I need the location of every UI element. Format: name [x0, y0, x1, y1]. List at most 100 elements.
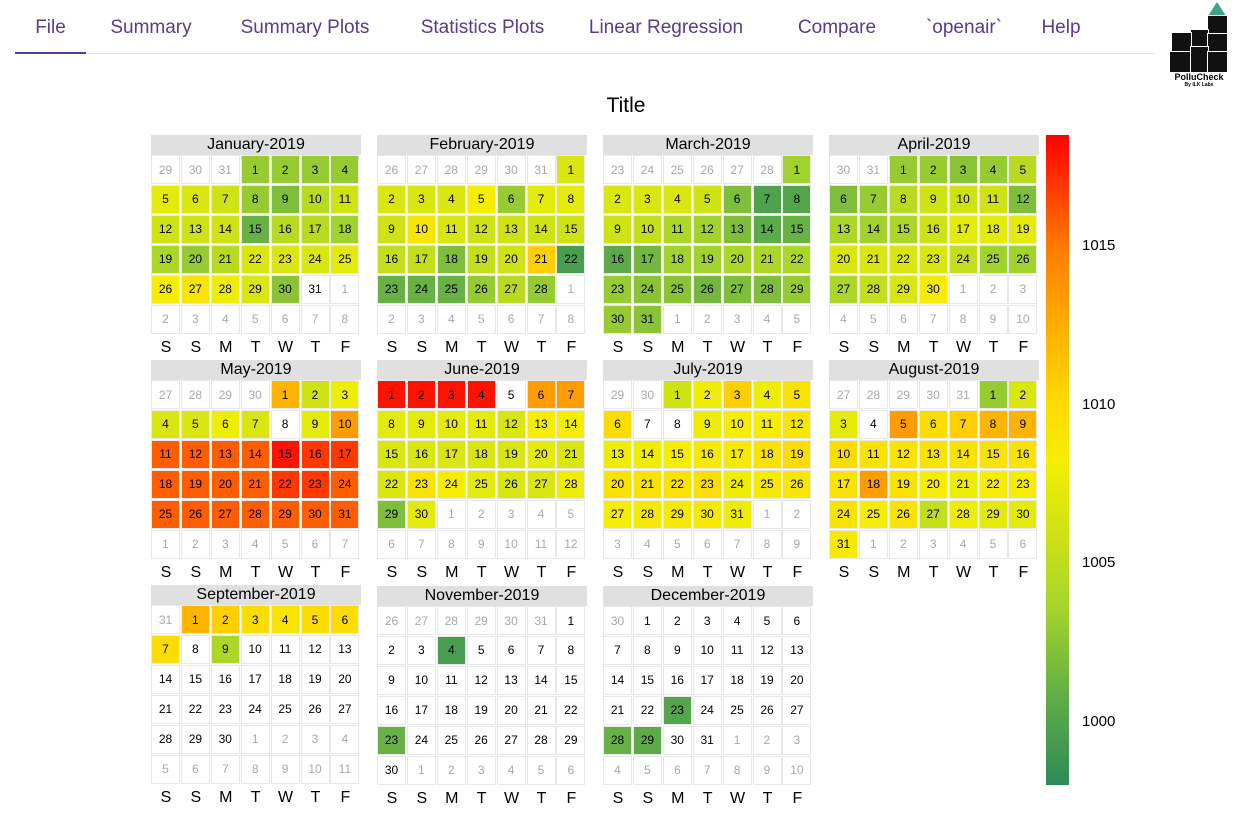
calendar-day-cell: 17	[722, 439, 752, 469]
tab-summary-plots[interactable]: Summary Plots	[240, 17, 370, 38]
calendar-day-cell: 29	[978, 499, 1008, 529]
calendar-day-cell: 14	[210, 214, 240, 244]
calendar-day-cell: 28	[151, 724, 180, 754]
calendar-day-cell: 24	[632, 274, 662, 304]
calendar-day-cell: 12	[496, 409, 526, 439]
calendar-day-cell: 17	[692, 665, 722, 695]
tab-help[interactable]: Help	[1041, 17, 1081, 38]
calendar-outside-day: 26	[377, 155, 406, 184]
calendar-day-cell: 11	[662, 214, 692, 244]
weekday-label: M	[671, 790, 685, 807]
calendar-day-cell: 22	[270, 469, 300, 499]
calendar-day-cell: 18	[436, 695, 466, 725]
tab-file[interactable]: File	[15, 0, 86, 54]
calendar-day-cell: 5	[692, 184, 722, 214]
weekday-label: T	[310, 339, 321, 356]
calendar-outside-day: 23	[603, 155, 632, 184]
weekday-label: T	[762, 339, 773, 356]
calendar-day-cell: 7	[603, 635, 632, 665]
calendar-outside-day: 28	[858, 380, 888, 409]
calendar-day-cell: 4	[436, 184, 466, 214]
calendar-day-cell: 5	[496, 380, 526, 409]
month-title: June-2019	[377, 360, 587, 380]
calendar-outside-day: 7	[918, 304, 948, 334]
calendar-day-cell: 1	[270, 380, 300, 409]
calendar-day-cell: 9	[603, 214, 632, 244]
calendar-day-cell: 25	[662, 274, 692, 304]
weekday-label: F	[566, 564, 577, 581]
calendar-day-cell: 17	[330, 439, 360, 469]
calendar-day-cell: 9	[377, 214, 406, 244]
weekday-label: T	[762, 564, 773, 581]
tab-statistics-plots[interactable]: Statistics Plots	[420, 17, 545, 38]
calendar-day-cell: 25	[436, 274, 466, 304]
calendar-day-cell: 18	[662, 244, 692, 274]
calendar-day-cell: 5	[782, 380, 812, 409]
calendar-day-cell: 18	[722, 665, 752, 695]
calendar-day-cell: 12	[888, 439, 918, 469]
calendar-outside-day: 10	[300, 754, 330, 784]
weekday-label: F	[566, 790, 577, 807]
calendar-day-cell: 10	[406, 214, 436, 244]
calendar-day-cell: 13	[782, 635, 812, 665]
calendar-day-cell: 3	[722, 380, 752, 409]
calendar-day-cell: 15	[632, 665, 662, 695]
calendar-day-cell: 1	[978, 380, 1008, 409]
tab-linear-regression[interactable]: Linear Regression	[588, 17, 744, 38]
calendar-outside-day: 4	[496, 755, 526, 785]
calendar-day-cell: 1	[888, 155, 918, 184]
weekday-label: F	[1018, 564, 1029, 581]
calendar-day-cell: 28	[526, 274, 556, 304]
calendar-day-cell: 31	[330, 499, 360, 529]
calendar-day-cell: 26	[692, 274, 722, 304]
month-calendar: December-2019 30 1 2 3 4 5 6 7 8 9 10 11 12 13 14 15 16 17…	[603, 586, 813, 810]
weekday-label: T	[536, 790, 547, 807]
tab-compare[interactable]: Compare	[797, 17, 877, 38]
calendar-outside-day: 3	[603, 529, 632, 559]
weekday-label: T	[310, 564, 321, 581]
calendar-day-cell: 21	[151, 694, 180, 724]
calendar-day-cell: 11	[436, 665, 466, 695]
calendar-day-cell: 19	[466, 695, 496, 725]
weekday-label: T	[928, 564, 939, 581]
calendar-day-cell: 11	[330, 184, 360, 214]
weekday-label: F	[340, 789, 351, 806]
calendar-outside-day: 2	[270, 724, 300, 754]
calendar-day-cell: 30	[692, 499, 722, 529]
tab-summary[interactable]: Summary	[110, 17, 192, 38]
calendar-outside-day: 6	[662, 755, 692, 785]
calendar-day-cell: 4	[330, 155, 360, 184]
calendar-day-cell: 14	[603, 665, 632, 695]
calendar-outside-day: 9	[466, 529, 496, 559]
calendar-day-cell: 7	[526, 184, 556, 214]
calendar-day-cell: 21	[603, 695, 632, 725]
calendar-day-cell: 23	[918, 244, 948, 274]
calendar-day-cell: 10	[829, 439, 858, 469]
calendar-outside-day: 2	[782, 499, 812, 529]
calendar-outside-day: 9	[270, 754, 300, 784]
calendar-day-cell: 28	[752, 274, 782, 304]
calendar-day-cell: 12	[1008, 184, 1038, 214]
calendar-outside-day: 5	[978, 529, 1008, 559]
calendar-outside-day: 4	[752, 304, 782, 334]
tab-openair[interactable]: `openair`	[909, 0, 1019, 53]
calendar-day-cell: 11	[752, 409, 782, 439]
weekday-label: W	[730, 564, 746, 581]
calendar-day-cell: 25	[436, 725, 466, 755]
weekday-label: T	[250, 564, 261, 581]
calendar-day-cell: 25	[978, 244, 1008, 274]
calendar-day-cell: 24	[330, 469, 360, 499]
calendar-day-cell: 10	[240, 634, 270, 664]
calendar-outside-day: 31	[210, 155, 240, 184]
calendar-day-cell: 22	[632, 695, 662, 725]
calendar-day-cell: 16	[603, 244, 632, 274]
calendar-outside-day: 8	[240, 754, 270, 784]
calendar-day-cell: 23	[662, 695, 692, 725]
month-grid: 26 27 28 29 30 31 1 2 3 4 5 6 7 8 9 10 11 12 13 14 15 16 17 18 1…	[377, 606, 587, 786]
calendar-day-cell: 1	[782, 155, 812, 184]
